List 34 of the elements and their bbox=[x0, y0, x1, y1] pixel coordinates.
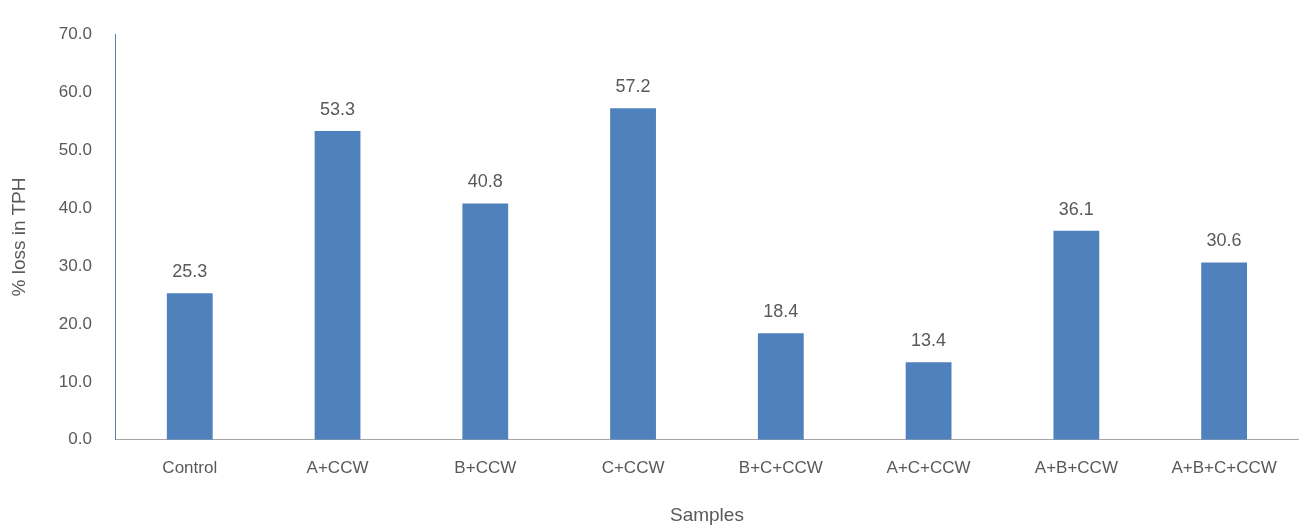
data-label: 40.8 bbox=[467, 171, 503, 192]
bar bbox=[1053, 230, 1100, 440]
y-tick-label: 20.0 bbox=[58, 313, 92, 333]
x-tick-label: B+C+CCW bbox=[738, 457, 823, 477]
data-label: 30.6 bbox=[1206, 230, 1242, 251]
bar bbox=[166, 293, 213, 440]
x-tick-label: A+B+CCW bbox=[1034, 457, 1118, 477]
y-axis-title: % loss in TPH bbox=[7, 177, 29, 297]
y-tick-label: 10.0 bbox=[58, 371, 92, 391]
y-tick-label: 40.0 bbox=[58, 197, 92, 217]
data-label: 53.3 bbox=[320, 98, 356, 119]
x-axis-title: Samples bbox=[669, 503, 744, 525]
data-label: 13.4 bbox=[911, 330, 947, 351]
bar bbox=[757, 333, 804, 440]
bar bbox=[314, 130, 361, 440]
bar bbox=[462, 203, 509, 440]
x-tick-label: A+B+C+CCW bbox=[1171, 457, 1277, 477]
x-tick-label: Control bbox=[162, 457, 218, 477]
y-tick-label: 50.0 bbox=[58, 139, 92, 159]
x-tick-label: A+CCW bbox=[306, 457, 369, 477]
x-tick-label: B+CCW bbox=[454, 457, 517, 477]
x-tick-label: C+CCW bbox=[601, 457, 665, 477]
y-tick-label: 70.0 bbox=[58, 23, 92, 43]
x-tick-label: A+C+CCW bbox=[886, 457, 971, 477]
data-label: 18.4 bbox=[763, 301, 799, 322]
bar bbox=[610, 108, 656, 440]
bar bbox=[1201, 262, 1248, 440]
y-tick-label: 60.0 bbox=[58, 81, 92, 101]
data-label: 57.2 bbox=[615, 76, 651, 97]
bar bbox=[905, 362, 952, 440]
y-tick-label: 0.0 bbox=[68, 429, 92, 449]
data-label: 36.1 bbox=[1058, 198, 1094, 219]
data-label: 25.3 bbox=[172, 261, 208, 282]
y-tick-label: 30.0 bbox=[58, 255, 92, 275]
